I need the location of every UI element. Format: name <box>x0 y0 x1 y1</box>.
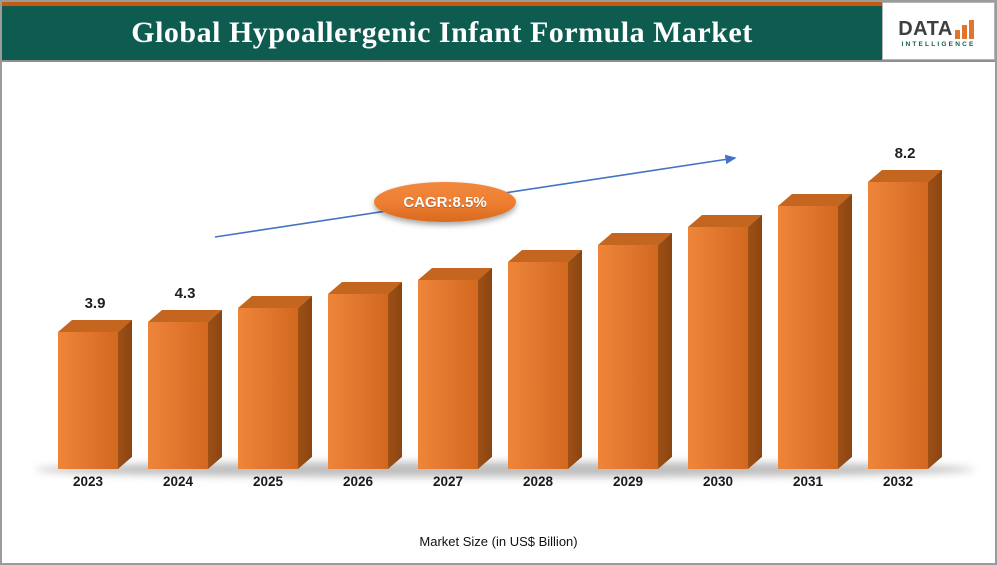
bar-2030 <box>688 214 763 469</box>
x-axis-label-2026: 2026 <box>342 474 374 489</box>
x-axis-label-2023: 2023 <box>72 474 104 489</box>
bar-face-side <box>658 232 672 469</box>
x-axis-label-2024: 2024 <box>162 474 194 489</box>
bar-face-front <box>148 322 208 469</box>
bar-face-side <box>118 319 132 469</box>
bar-face-side <box>748 214 762 469</box>
bar-face-side <box>388 281 402 469</box>
bar-chart-logo-icon <box>954 19 974 39</box>
x-axis-labels: 2023 2024 2025 2026 2027 2028 2029 2030 2031 2032 <box>50 474 950 494</box>
bar-face-front <box>418 280 478 469</box>
bar-value-label-2024: 4.3 <box>174 285 196 302</box>
logo-wordmark: DATA <box>898 17 953 40</box>
cagr-badge: CAGR:8.5% <box>374 182 516 222</box>
bar-face-front <box>238 308 298 469</box>
bar-2032 <box>868 169 943 469</box>
bar-face-side <box>208 309 222 469</box>
x-axis-label-2031: 2031 <box>792 474 824 489</box>
bar-face-side <box>928 169 942 469</box>
bar-2024 <box>148 309 223 469</box>
bar-2023 <box>58 319 133 469</box>
bar-face-front <box>508 262 568 469</box>
bar-face-front <box>688 227 748 469</box>
plot-area: 3.9 4.3 8.2 <box>36 129 974 477</box>
bar-face-side <box>838 193 852 469</box>
bar-face-front <box>868 182 928 469</box>
bar-face-side <box>568 249 582 469</box>
x-axis-label-2032: 2032 <box>882 474 914 489</box>
bar-value-label-2023: 3.9 <box>84 295 106 312</box>
header-divider <box>2 60 995 62</box>
bar-value-label-2032: 8.2 <box>894 145 916 162</box>
bar-face-front <box>328 294 388 469</box>
bars-container: 3.9 4.3 8.2 <box>50 129 950 469</box>
bar-face-side <box>298 295 312 469</box>
company-logo: DATA INTELLIGENCE <box>882 2 995 60</box>
title-banner: Global Hypoallergenic Infant Formula Mar… <box>2 2 882 60</box>
logo-row: DATA <box>898 19 979 39</box>
x-axis-label-2028: 2028 <box>522 474 554 489</box>
header: Global Hypoallergenic Infant Formula Mar… <box>2 2 995 60</box>
x-axis-label-2030: 2030 <box>702 474 734 489</box>
bar-2029 <box>598 232 673 469</box>
bar-2028 <box>508 249 583 469</box>
logo-tagline: INTELLIGENCE <box>901 40 976 48</box>
bar-face-side <box>478 267 492 469</box>
x-axis-label-2025: 2025 <box>252 474 284 489</box>
bar-face-front <box>598 245 658 469</box>
bar-2026 <box>328 281 403 469</box>
bar-2031 <box>778 193 853 469</box>
x-axis-label-2029: 2029 <box>612 474 644 489</box>
page-title: Global Hypoallergenic Infant Formula Mar… <box>131 16 753 49</box>
chart-area: CAGR:8.5% 3.9 4.3 8.2 2023 2024 2025 2026 2027… <box>2 62 995 563</box>
x-axis-label-2027: 2027 <box>432 474 464 489</box>
bar-face-front <box>58 332 118 469</box>
chart-caption: Market Size (in US$ Billion) <box>419 534 578 549</box>
bar-face-front <box>778 206 838 469</box>
bar-2025 <box>238 295 313 469</box>
bar-2027 <box>418 267 493 469</box>
